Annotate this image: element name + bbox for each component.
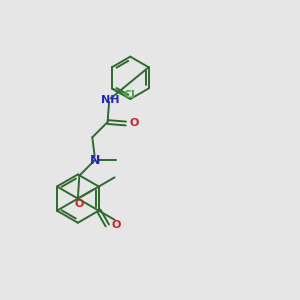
Text: O: O — [130, 118, 139, 128]
Text: Cl: Cl — [124, 90, 136, 100]
Text: O: O — [75, 199, 84, 209]
Text: N: N — [89, 154, 100, 167]
Text: NH: NH — [101, 94, 119, 105]
Text: O: O — [111, 220, 121, 230]
